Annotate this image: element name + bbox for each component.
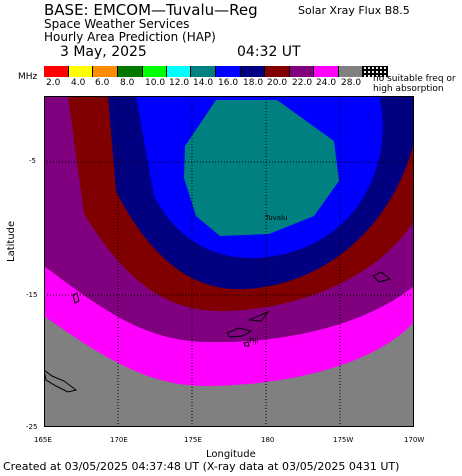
legend-swatch xyxy=(191,66,216,77)
legend-tick-label: 10.0 xyxy=(145,78,166,88)
legend-tick-label: 4.0 xyxy=(71,78,86,88)
product-name: Hourly Area Prediction (HAP) xyxy=(44,30,216,44)
legend-swatch xyxy=(167,66,191,77)
map-title: BASE: EMCOM—Tuvalu—Reg xyxy=(44,1,258,19)
legend-swatch xyxy=(44,66,69,77)
legend-swatch xyxy=(93,66,118,77)
lon-label: 175W xyxy=(333,436,354,444)
legend-tick-label: 24.0 xyxy=(316,78,337,88)
legend-swatch xyxy=(290,66,314,77)
coastlines xyxy=(44,271,392,393)
service-name: Space Weather Services xyxy=(44,17,190,31)
lon-label: 180 xyxy=(261,436,275,444)
lon-label: 165E xyxy=(34,436,52,444)
legend-tick-label: 20.0 xyxy=(267,78,288,88)
legend-tick-label: 2.0 xyxy=(46,78,61,88)
legend-swatch-no-suitable xyxy=(363,66,388,77)
y-axis-label: Latitude xyxy=(6,220,17,262)
legend-tick-label: 18.0 xyxy=(243,78,264,88)
legend-swatch xyxy=(216,66,241,77)
lat-label: -25 xyxy=(26,423,38,431)
legend-tick-label: 16.0 xyxy=(218,78,239,88)
grid-lines xyxy=(44,96,414,427)
legend-tick-label: 14.0 xyxy=(193,78,214,88)
lon-label: 175E xyxy=(184,436,202,444)
legend-no-suitable-label: no suitable freq or high absorption xyxy=(373,74,456,94)
forecast-time: 04:32 UT xyxy=(237,44,301,60)
footer-timestamp: Created at 03/05/2025 04:37:48 UT (X-ray… xyxy=(3,460,400,473)
lat-label: -15 xyxy=(26,291,38,299)
lon-label: 170W xyxy=(404,436,425,444)
frequency-legend xyxy=(44,66,388,77)
xray-flux: Solar Xray Flux B8.5 xyxy=(298,4,410,17)
propagation-map xyxy=(44,96,414,427)
legend-swatch xyxy=(69,66,93,77)
legend-tick-label: 6.0 xyxy=(95,78,110,88)
legend-swatch xyxy=(265,66,290,77)
band-14mhz xyxy=(184,100,339,236)
legend-swatch xyxy=(118,66,143,77)
legend-tick-label: 8.0 xyxy=(120,78,135,88)
map-frame xyxy=(44,96,414,427)
forecast-date: 3 May, 2025 xyxy=(60,44,147,60)
legend-tick-label: 22.0 xyxy=(292,78,313,88)
lon-label: 170E xyxy=(110,436,128,444)
legend-tick-label: 12.0 xyxy=(169,78,190,88)
legend-tick-label: 28.0 xyxy=(341,78,362,88)
legend-swatch xyxy=(241,66,265,77)
x-axis-label: Longitude xyxy=(206,449,256,460)
lat-label: -5 xyxy=(29,157,36,165)
legend-swatch xyxy=(143,66,167,77)
place-label-tuvalu: Tuvalu xyxy=(265,214,288,222)
place-label-fiji: Fiji xyxy=(249,337,259,345)
legend-unit: MHz xyxy=(18,72,38,82)
legend-swatch xyxy=(339,66,363,77)
legend-swatch xyxy=(314,66,339,77)
